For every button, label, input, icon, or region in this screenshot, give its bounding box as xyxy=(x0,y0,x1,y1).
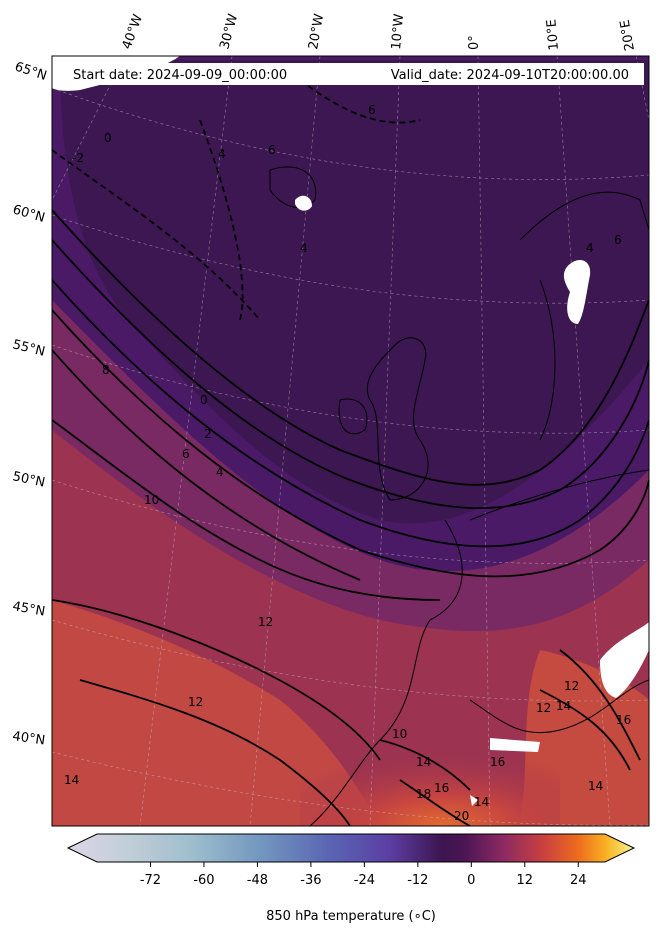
contour-label: 0 xyxy=(200,393,208,407)
contour-label: 6 xyxy=(182,447,190,461)
cold-core-region xyxy=(60,60,649,524)
contour-label: 0 xyxy=(104,131,112,145)
longitude-labels: 40°W 30°W 20°W 10°W 0° 10°E 20°E xyxy=(120,12,638,52)
contour-14-east xyxy=(559,649,641,761)
contour-4b xyxy=(52,279,649,548)
contour-minus2 xyxy=(52,149,261,321)
lat-label: 45°N xyxy=(11,599,46,619)
contour-label: 20 xyxy=(454,809,469,823)
contour-label: 6 xyxy=(368,103,376,117)
colorbar-tick-label: -24 xyxy=(354,873,375,888)
contour-label: 18 xyxy=(416,787,431,801)
mediterranean-coast xyxy=(469,679,649,734)
lon-label: 0° xyxy=(467,35,482,50)
iceland-coast xyxy=(269,166,317,208)
contour-14 xyxy=(79,679,351,826)
colorbar-tick-label: -12 xyxy=(407,873,428,888)
contour-10 xyxy=(52,419,441,601)
colorbar: -72 -60 -48 -36 -24 -12 0 12 24 850 hPa temperat… xyxy=(66,833,636,924)
contour-label: 4 xyxy=(218,147,226,161)
contour-label: 12 xyxy=(258,615,273,629)
map-panel: 0 -2 4 6 6 4 6 4 8 0 2 6 4 10 12 14 12 1… xyxy=(52,56,649,826)
colorbar-tick-label: -72 xyxy=(140,873,161,888)
lat-label: 60°N xyxy=(11,202,47,225)
colorbar-ticks: -72 -60 -48 -36 -24 -12 0 12 24 xyxy=(140,862,587,888)
colorbar-tick-label: -48 xyxy=(247,873,268,888)
contour-label: 6 xyxy=(614,233,622,247)
britain-coast xyxy=(366,337,429,501)
valid-date-text: Valid_date: 2024-09-10T20:00:00.00 xyxy=(391,68,629,83)
scandinavia-coast xyxy=(519,191,649,441)
lat-label: 50°N xyxy=(11,469,46,490)
lat-label: 40°N xyxy=(11,729,46,748)
contour-label: 12 xyxy=(188,695,203,709)
contour-label: 16 xyxy=(616,713,631,727)
colorbar-tick-label: -60 xyxy=(193,873,214,888)
contour-12 xyxy=(52,599,381,761)
contour-2 xyxy=(52,239,649,509)
colorbar-bar xyxy=(66,833,636,863)
lon-label: 10°W xyxy=(389,13,407,50)
contour-label: 14 xyxy=(64,773,79,787)
lon-label: 20°E xyxy=(618,19,638,52)
map-frame xyxy=(51,55,650,827)
contour-label: 4 xyxy=(300,241,308,255)
contour-label: 10 xyxy=(392,727,407,741)
france-iberia-coast xyxy=(309,519,463,826)
coastlines xyxy=(269,166,649,826)
lon-label: 10°E xyxy=(544,19,562,51)
colorbar-tick-label: 24 xyxy=(570,873,587,888)
lat-label: 55°N xyxy=(11,337,46,359)
info-box xyxy=(58,63,644,85)
contour-label: -2 xyxy=(72,151,84,165)
contour-16-east xyxy=(539,689,631,771)
contour-label: 14 xyxy=(556,699,571,713)
graticule-lines xyxy=(52,56,649,826)
colorbar-tick-label: -36 xyxy=(300,873,321,888)
contour-16 xyxy=(379,739,471,791)
hot-south-region xyxy=(300,720,560,826)
contour-label: 16 xyxy=(434,781,449,795)
contour-label: 6 xyxy=(268,143,276,157)
contour-label: 14 xyxy=(474,795,489,809)
contour-labels: 0 -2 4 6 6 4 6 4 8 0 2 6 4 10 12 14 12 1… xyxy=(64,103,631,823)
contour-label: 10 xyxy=(144,493,159,507)
colorbar-title: 850 hPa temperature (∘C) xyxy=(266,909,436,924)
colorbar-tick-label: 12 xyxy=(517,873,534,888)
contour-4 xyxy=(199,119,244,321)
latitude-labels: 65°N 60°N 55°N 50°N 45°N 40°N xyxy=(11,60,49,749)
contour-label: 14 xyxy=(588,779,603,793)
contour-label: 2 xyxy=(204,427,212,441)
start-date-text: Start date: 2024-09-09_00:00:00 xyxy=(73,68,287,83)
lon-label: 30°W xyxy=(217,12,241,51)
lon-label: 20°W xyxy=(306,13,327,51)
contour-label: 16 xyxy=(490,755,505,769)
contour-label: 12 xyxy=(564,679,579,693)
lat-label: 65°N xyxy=(13,60,49,84)
contour-label: 4 xyxy=(586,241,594,255)
contour-0 xyxy=(52,209,649,486)
contour-label: 4 xyxy=(216,465,224,479)
contour-label: 8 xyxy=(102,363,110,377)
ireland-coast xyxy=(338,398,368,435)
contour-6 xyxy=(52,309,649,578)
temperature-contours xyxy=(52,79,649,826)
contour-label: 12 xyxy=(536,701,551,715)
europe-north-coast xyxy=(469,469,649,521)
contour-8 xyxy=(52,349,361,581)
contour-18 xyxy=(399,779,471,826)
warm-southwest-region xyxy=(52,600,380,826)
colorbar-tick-label: 0 xyxy=(467,873,475,888)
contour-label: 14 xyxy=(416,755,431,769)
lon-label: 40°W xyxy=(120,12,146,51)
